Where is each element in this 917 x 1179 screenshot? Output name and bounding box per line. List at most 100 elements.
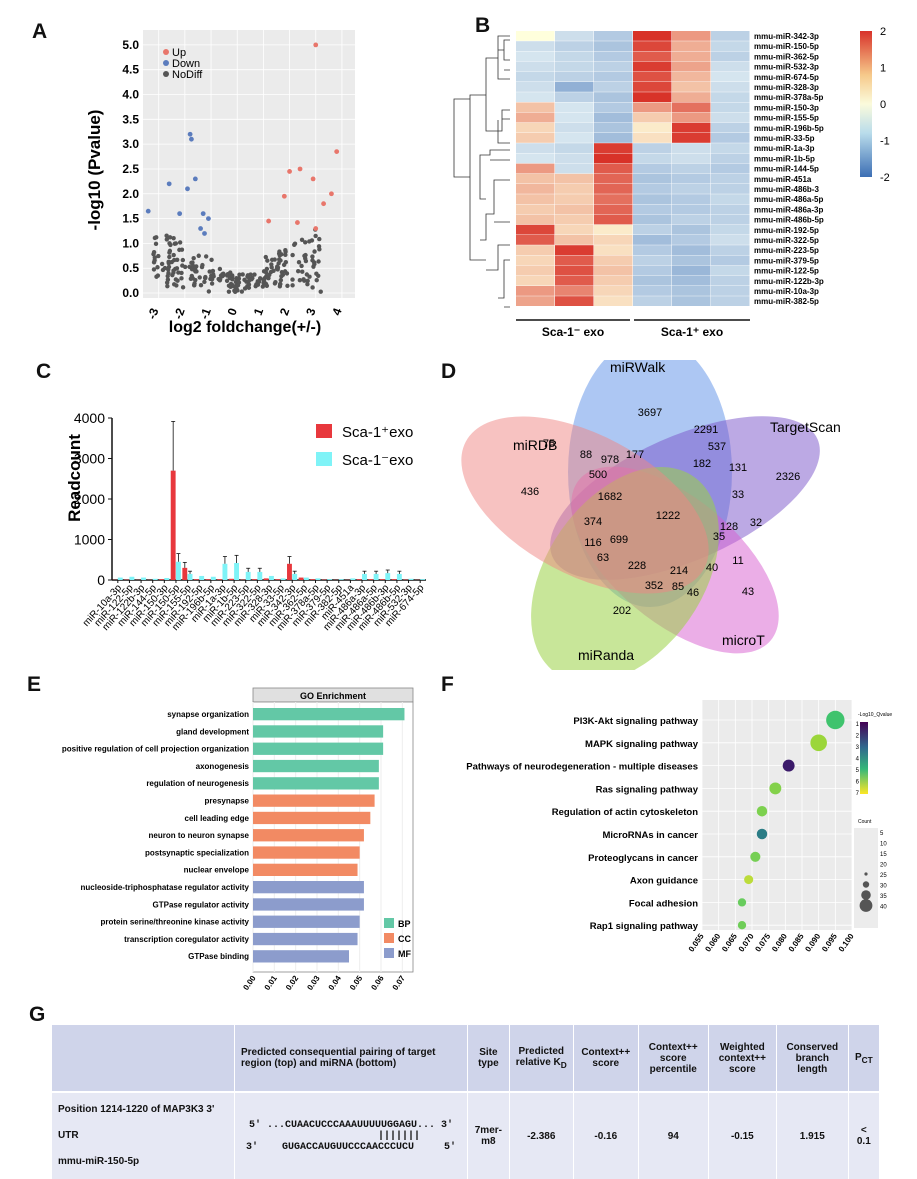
volcano-point	[168, 243, 172, 247]
heatmap-cell	[711, 266, 750, 276]
table-header-pairing: Predicted consequential pairing of targe…	[235, 1025, 468, 1092]
go-bar	[253, 898, 364, 910]
heatmap-cell	[633, 286, 672, 296]
volcano-point	[290, 283, 294, 287]
volcano-point-up	[313, 226, 318, 231]
readcount-bar	[385, 573, 390, 580]
readcount-bar	[374, 574, 379, 580]
heatmap-scale-tick: 2	[880, 26, 886, 38]
go-bar	[253, 708, 404, 720]
venn-count: 88	[580, 449, 592, 461]
volcano-point	[180, 248, 184, 252]
table-header-context-score: Context++ score	[573, 1025, 638, 1092]
heatmap-cell	[633, 153, 672, 163]
readcount-bar	[316, 578, 321, 580]
volcano-point	[210, 277, 214, 281]
kegg-size-marker	[860, 899, 873, 912]
heatmap-cell	[672, 153, 711, 163]
readcount-ytick: 0	[97, 572, 105, 588]
heatmap-cell	[633, 225, 672, 235]
venn-count: 11	[732, 555, 743, 567]
heatmap-cell	[633, 82, 672, 92]
heatmap-scale-tick: 1	[880, 63, 886, 75]
go-xtick: 0.00	[241, 974, 258, 992]
volcano-point	[227, 289, 231, 293]
heatmap-row-label: mmu-miR-674-5p	[754, 73, 819, 82]
volcano-point	[279, 252, 283, 256]
heatmap-cell	[516, 92, 555, 102]
go-bar	[253, 795, 375, 807]
heatmap-row-label: mmu-miR-10a-3p	[754, 287, 819, 296]
kegg-bubble	[750, 852, 760, 862]
volcano-point	[199, 283, 203, 287]
heatmap-cell	[672, 123, 711, 133]
volcano-point	[218, 267, 222, 271]
heatmap-cell	[555, 153, 594, 163]
volcano-point-up	[287, 169, 292, 174]
readcount-bar	[299, 578, 304, 580]
volcano-point	[204, 254, 208, 258]
volcano-point	[219, 273, 223, 277]
heatmap-cell	[711, 215, 750, 225]
kegg-xtick: 0.065	[720, 932, 739, 954]
heatmap-cell	[633, 72, 672, 82]
heatmap-row-label: mmu-miR-122-5p	[754, 267, 819, 276]
heatmap-cell	[672, 164, 711, 174]
venn-count: 177	[626, 449, 644, 461]
heatmap-cell	[516, 184, 555, 194]
heatmap-cell	[516, 51, 555, 61]
heatmap-cell	[711, 113, 750, 123]
heatmap-cell	[633, 266, 672, 276]
readcount-bar	[234, 563, 239, 580]
go-bar	[253, 829, 364, 841]
table-header-site-type: Site type	[468, 1025, 510, 1092]
kegg-bubble	[738, 898, 746, 906]
readcount-bar	[188, 574, 193, 580]
readcount-bar	[171, 471, 176, 580]
volcano-point	[261, 277, 265, 281]
go-xtick: 0.07	[391, 974, 408, 992]
readcount-bar	[350, 578, 355, 580]
readcount-bar	[164, 578, 169, 580]
heatmap-cell	[711, 143, 750, 153]
table-header-pct: PCT	[848, 1025, 879, 1092]
volcano-point-up	[313, 42, 318, 47]
go-term-label: regulation of neurogenesis	[146, 779, 249, 788]
volcano-point-down	[185, 186, 190, 191]
heatmap-cell	[633, 204, 672, 214]
kegg-size-marker	[864, 872, 867, 875]
readcount-bar	[257, 572, 262, 580]
table-cell-branch-length: 1.915	[776, 1092, 848, 1179]
go-term-label: synapse organization	[167, 710, 249, 719]
venn-label-miranda: miRanda	[578, 647, 634, 663]
volcano-point	[179, 276, 183, 280]
volcano-point	[300, 270, 304, 274]
volcano-point	[152, 267, 156, 271]
heatmap-cell	[594, 296, 633, 306]
heatmap-row-label: mmu-miR-378a-5p	[754, 93, 823, 102]
volcano-point	[172, 282, 176, 286]
heatmap-cell	[516, 215, 555, 225]
heatmap-cell	[594, 215, 633, 225]
kegg-pathway-label: Regulation of actin cytoskeleton	[552, 807, 698, 818]
heatmap-cell	[672, 255, 711, 265]
heatmap-cell	[516, 276, 555, 286]
heatmap-cell	[672, 276, 711, 286]
readcount-bar	[327, 579, 332, 580]
heatmap-cell	[633, 255, 672, 265]
kegg-colorbar-title: -Log10_Qvalue	[858, 712, 892, 718]
kegg-pathway-label: Pathways of neurodegeneration - multiple…	[466, 762, 698, 773]
venn-count: 500	[589, 469, 607, 481]
readcount-bar	[194, 579, 199, 580]
readcount-bar	[141, 578, 146, 580]
volcano-point	[152, 260, 156, 264]
volcano-xtick: -3	[145, 306, 162, 321]
kegg-size-tick: 10	[880, 842, 887, 848]
heatmap-cell	[516, 143, 555, 153]
volcano-point-down	[189, 137, 194, 142]
volcano-point	[174, 241, 178, 245]
readcount-bar	[217, 579, 222, 580]
heatmap-cell	[633, 123, 672, 133]
volcano-point	[246, 275, 250, 279]
heatmap-row-label: mmu-miR-322-5p	[754, 236, 819, 245]
